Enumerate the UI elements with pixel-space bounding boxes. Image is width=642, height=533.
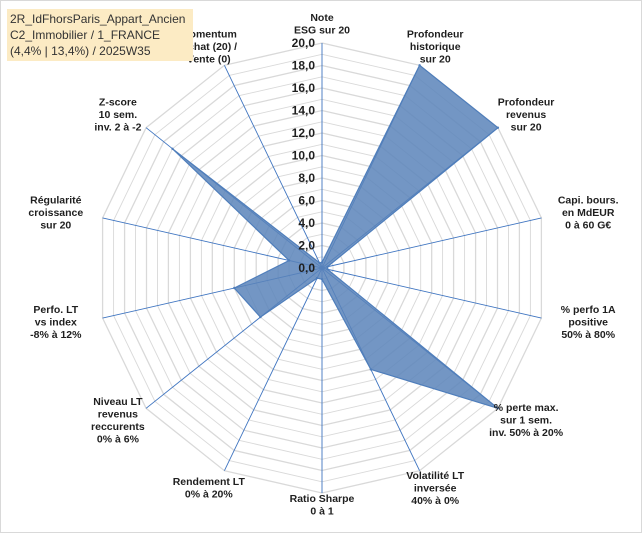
chart-title-box: 2R_IdFhorsParis_Appart_Ancien C2_Immobil… [7, 9, 193, 61]
tick-label: 0,0 [298, 261, 315, 275]
axis-label-line: Z-score [99, 97, 137, 109]
tick-label: 4,0 [298, 216, 315, 230]
axis-label-line: % perte max. [494, 402, 559, 414]
axis-label-line: 0 à 1 [310, 506, 334, 518]
axis-label-line: Capi. bours. [558, 195, 619, 207]
axis-label-line: croissance [28, 207, 83, 219]
axis-label: Profondeur historique sur 20 [407, 29, 464, 66]
axis-label-line: Régularité [30, 195, 82, 207]
data-point [326, 265, 329, 268]
axis-label-line: revenus [506, 109, 546, 121]
data-point [320, 261, 324, 264]
radar-series [171, 64, 500, 410]
axis-label: Ratio Sharpe 0 à 1 [290, 493, 355, 518]
data-point [320, 278, 324, 281]
radar-tick-labels: 0,0 2,0 4,0 6,0 8,0 10,0 12,0 14,0 16,0 18,0 20,0 [292, 36, 316, 275]
data-point [287, 259, 291, 262]
axis-label-line: sur 20 [420, 54, 451, 66]
axis-label-line: inversée [414, 483, 457, 495]
axis-label: Perfo. LT vs index -8% à 12% [30, 304, 82, 341]
axis-label: Niveau LT revenus reccurents 0% à 6% [91, 396, 145, 446]
tick-label: 10,0 [292, 149, 316, 163]
axis-label: % perfo 1A positive 50% à 80% [561, 304, 616, 341]
title-line-3: (4,4% | 13,4%) / 2025W35 [10, 44, 151, 58]
axis-label: Régularité croissance sur 20 [28, 195, 83, 232]
axis-label-line: historique [410, 41, 461, 53]
axis-label-line: positive [568, 316, 608, 328]
data-point [259, 315, 262, 319]
axis-label-line: 40% à 0% [411, 495, 460, 507]
tick-label: 20,0 [292, 36, 316, 50]
axis-label-line: Momentum [181, 29, 237, 41]
axis-label: Z-score 10 sem. inv. 2 à -2 [94, 97, 141, 134]
tick-label: 12,0 [292, 126, 316, 140]
axis-label-line: % perfo 1A [561, 304, 616, 316]
axis-spoke [321, 267, 542, 319]
axis-label-line: Rendement LT [173, 476, 246, 488]
axis-label-line: Note [310, 12, 333, 24]
axis-label-line: inv. 50% à 20% [489, 427, 564, 439]
title-line-1: 2R_IdFhorsParis_Appart_Ancien [10, 12, 186, 26]
axis-label-line: 0% à 6% [97, 433, 140, 445]
axis-label-line: en MdEUR [562, 207, 615, 219]
title-line-2: C2_Immobilier / 1_FRANCE [10, 28, 161, 42]
radar-axis-labels: Note ESG sur 20 Profondeur historique sur 20… [28, 12, 618, 518]
axis-label-line: sur 1 sem. [500, 415, 552, 427]
data-point [496, 126, 500, 129]
axis-label-line: vs index [35, 316, 77, 328]
axis-label: Profondeur revenus sur 20 [498, 97, 555, 134]
axis-label-line: ESG sur 20 [294, 25, 350, 37]
axis-label-line: Vente (0) [187, 54, 231, 66]
tick-label: 6,0 [298, 194, 315, 208]
axis-label-line: Volatilité LT [406, 470, 465, 482]
axis-label: Momentum Achat (20) / Vente (0) [180, 29, 237, 66]
axis-label-line: Profondeur [498, 97, 555, 109]
data-point [171, 147, 174, 150]
tick-label: 18,0 [292, 59, 316, 73]
tick-label: 14,0 [292, 104, 316, 118]
axis-spoke [223, 65, 323, 269]
axis-label-line: Ratio Sharpe [290, 493, 355, 505]
axis-spoke [223, 267, 323, 471]
axis-spoke [102, 217, 323, 269]
axis-label-line: Profondeur [407, 29, 464, 41]
axis-label: Rendement LT 0% à 20% [173, 476, 246, 501]
axis-label: Capi. bours. en MdEUR 0 à 60 G€ [558, 195, 619, 232]
axis-label: % perte max. sur 1 sem. inv. 50% à 20% [489, 402, 564, 439]
axis-spoke [321, 217, 542, 269]
axis-label-line: sur 20 [511, 122, 542, 134]
data-point [326, 268, 329, 271]
axis-label-line: 10 sem. [99, 109, 138, 121]
data-point [233, 286, 236, 290]
tick-label: 16,0 [292, 81, 316, 95]
axis-label-line: revenus [98, 408, 138, 420]
axis-label-line: Perfo. LT [33, 304, 78, 316]
axis-label-line: Achat (20) / [180, 41, 237, 53]
data-point [318, 261, 321, 265]
tick-label: 8,0 [298, 171, 315, 185]
axis-label-line: 0% à 20% [185, 489, 234, 501]
axis-label-line: sur 20 [40, 220, 71, 232]
axis-label-line: -8% à 12% [30, 329, 82, 341]
axis-label-line: inv. 2 à -2 [94, 122, 141, 134]
axis-label-line: reccurents [91, 421, 145, 433]
axis-label-line: 0 à 60 G€ [565, 220, 611, 232]
tick-label: 2,0 [298, 239, 315, 253]
data-point [418, 64, 421, 67]
axis-label-line: 50% à 80% [561, 329, 615, 341]
axis-label-line: Niveau LT [93, 396, 143, 408]
data-point [315, 276, 319, 280]
data-point [496, 407, 500, 410]
data-point [369, 368, 372, 371]
axis-label: Note ESG sur 20 [294, 12, 350, 37]
axis-label: Volatilité LT inversée 40% à 0% [406, 470, 465, 507]
